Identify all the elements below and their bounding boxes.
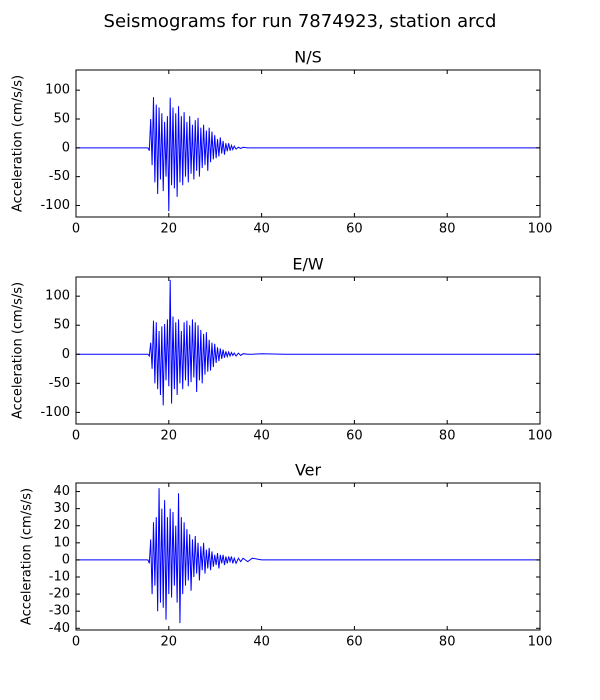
x-tick-label: 60	[346, 222, 363, 237]
x-tick-label: 100	[528, 635, 553, 650]
axes-frame	[75, 482, 541, 631]
x-tick-label: 100	[528, 222, 553, 237]
y-axis-label: Acceleration (cm/s/s)	[11, 75, 26, 212]
y-tick-label: 20	[53, 518, 70, 533]
y-tick-label: 100	[45, 83, 70, 98]
figure-title: Seismograms for run 7874923, station arc…	[104, 11, 497, 32]
axes-frame	[75, 276, 541, 425]
series-line	[76, 488, 540, 624]
x-tick-label: 20	[161, 222, 178, 237]
y-tick-label: -20	[49, 587, 70, 602]
subplot-title: Ver	[295, 461, 322, 480]
x-tick-label: 0	[72, 635, 80, 650]
y-tick-label: -10	[49, 570, 70, 585]
x-tick-label: 40	[253, 635, 270, 650]
y-tick-label: -50	[49, 169, 70, 184]
x-tick-label: 100	[528, 429, 553, 444]
y-tick-label: 50	[53, 318, 70, 333]
x-tick-label: 0	[72, 222, 80, 237]
series-line	[76, 279, 540, 406]
series-line	[76, 97, 540, 212]
y-tick-label: -30	[49, 604, 70, 619]
x-tick-label: 20	[161, 429, 178, 444]
x-tick-label: 80	[439, 635, 456, 650]
y-axis-label: Acceleration (cm/s/s)	[11, 282, 26, 419]
y-axis-label: Acceleration (cm/s/s)	[20, 488, 35, 625]
x-tick-label: 40	[253, 222, 270, 237]
y-tick-label: 0	[62, 552, 70, 567]
y-tick-label: 50	[53, 112, 70, 127]
subplot-title: N/S	[294, 48, 322, 67]
x-tick-label: 40	[253, 429, 270, 444]
y-tick-label: 0	[62, 140, 70, 155]
x-tick-label: 80	[439, 429, 456, 444]
y-tick-label: 0	[62, 347, 70, 362]
x-tick-label: 80	[439, 222, 456, 237]
subplot-title: E/W	[292, 255, 324, 274]
y-tick-label: -100	[40, 198, 70, 213]
axes-frame	[75, 69, 541, 218]
y-tick-label: 40	[53, 484, 70, 499]
y-tick-label: -40	[49, 621, 70, 636]
x-tick-label: 0	[72, 429, 80, 444]
y-tick-label: 30	[53, 501, 70, 516]
y-tick-label: -100	[40, 405, 70, 420]
x-tick-label: 60	[346, 429, 363, 444]
y-tick-label: 100	[45, 289, 70, 304]
y-tick-label: -50	[49, 376, 70, 391]
x-tick-label: 60	[346, 635, 363, 650]
y-tick-label: 10	[53, 535, 70, 550]
x-tick-label: 20	[161, 635, 178, 650]
